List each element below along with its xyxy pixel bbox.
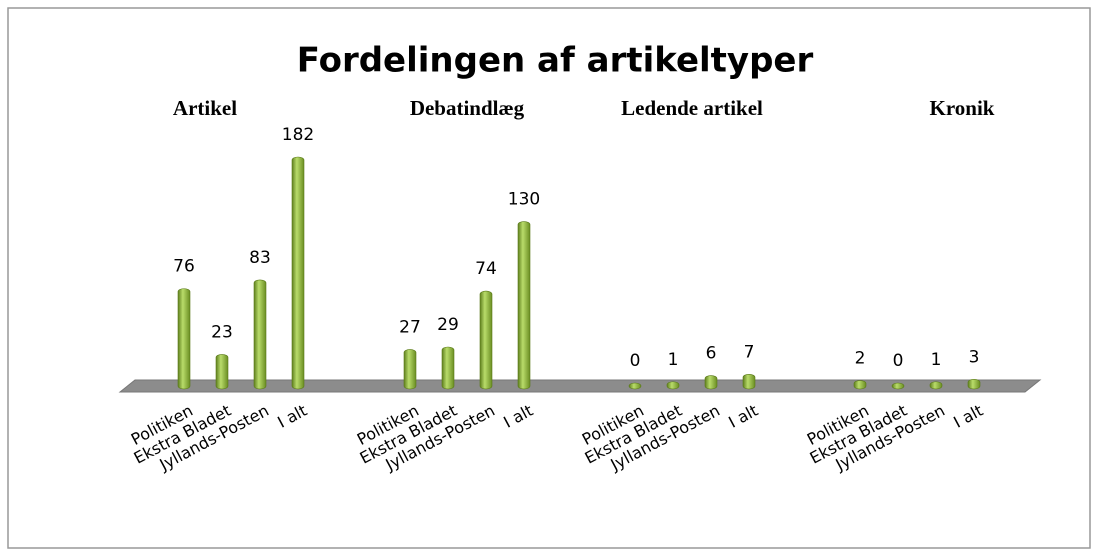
group-label: Ledende artikel (621, 96, 763, 120)
bar (742, 374, 756, 390)
value-label: 83 (249, 248, 271, 268)
value-label: 7 (744, 342, 755, 362)
value-label: 23 (211, 322, 233, 342)
value-label: 130 (508, 190, 540, 210)
group-label: Debatindlæg (410, 96, 525, 120)
value-label: 182 (282, 125, 314, 145)
chart-frame (7, 7, 1091, 549)
bar (929, 381, 943, 390)
bar (291, 156, 305, 390)
bar (177, 288, 191, 390)
value-label: 0 (893, 351, 904, 371)
bar (479, 290, 493, 390)
bar (441, 346, 455, 390)
value-label: 27 (399, 317, 421, 337)
value-label: 1 (931, 350, 942, 370)
floor (118, 379, 1042, 393)
bar (517, 221, 531, 390)
value-label: 76 (173, 257, 195, 277)
value-label: 1 (668, 350, 679, 370)
bar (967, 378, 981, 390)
value-label: 2 (855, 349, 866, 369)
chart-title: Fordelingen af artikeltyper (297, 41, 814, 81)
bar (403, 349, 417, 390)
value-label: 6 (706, 344, 717, 364)
bar (853, 380, 867, 390)
value-label: 3 (969, 347, 980, 367)
bar (253, 279, 267, 390)
bar (704, 375, 718, 390)
value-label: 29 (437, 315, 459, 335)
value-label: 74 (475, 259, 497, 279)
group-label: Kronik (930, 96, 995, 120)
bar (628, 382, 642, 390)
bar (215, 354, 229, 390)
bar (891, 382, 905, 390)
group-label: Artikel (173, 96, 237, 120)
value-label: 0 (630, 351, 641, 371)
bar (666, 381, 680, 390)
